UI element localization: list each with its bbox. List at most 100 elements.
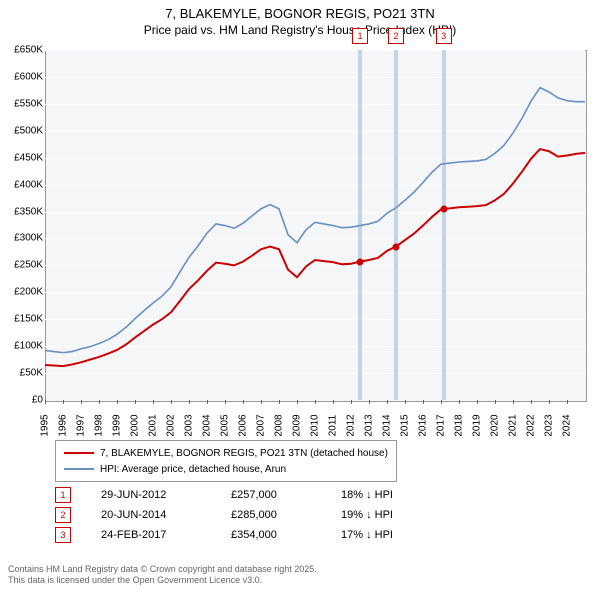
sale-hpi: 19% ↓ HPI [341,509,441,521]
x-tick [153,400,154,404]
x-tick [441,400,442,404]
x-tick [495,400,496,404]
sale-marker-label: 2 [388,28,404,44]
sale-marker-label: 3 [436,28,452,44]
x-axis-label: 2014 [382,414,393,436]
sale-point [440,206,447,213]
x-tick [207,400,208,404]
sale-row-marker: 1 [55,487,71,503]
y-axis-label: £450K [14,152,43,163]
x-axis-label: 2003 [184,414,195,436]
x-axis-label: 2011 [328,415,339,437]
x-axis-label: 1999 [112,414,123,436]
footer-attribution: Contains HM Land Registry data © Crown c… [8,564,317,586]
sale-marker-label: 1 [352,28,368,44]
sale-price: £285,000 [231,509,311,521]
x-axis-label: 2022 [526,414,537,436]
y-axis-label: £500K [14,125,43,136]
sale-price: £354,000 [231,529,311,541]
chart-title: 7, BLAKEMYLE, BOGNOR REGIS, PO21 3TN Pri… [0,0,600,38]
sale-price: £257,000 [231,489,311,501]
y-axis-label: £650K [14,45,43,56]
x-axis-label: 2024 [562,414,573,436]
series-line [45,88,585,353]
sale-hpi: 18% ↓ HPI [341,489,441,501]
x-axis-label: 2015 [400,414,411,436]
x-tick [117,400,118,404]
x-tick [189,400,190,404]
x-tick [225,400,226,404]
x-tick [63,400,64,404]
x-axis-label: 2007 [256,414,267,436]
x-tick [513,400,514,404]
y-axis-label: £600K [14,71,43,82]
legend-item: 7, BLAKEMYLE, BOGNOR REGIS, PO21 3TN (de… [64,445,388,461]
x-tick [45,400,46,404]
x-axis-label: 2021 [508,414,519,436]
chart-lines [45,50,585,400]
x-axis-label: 2000 [130,414,141,436]
sales-row: 1 29-JUN-2012 £257,000 18% ↓ HPI [55,485,441,505]
x-tick [531,400,532,404]
x-axis-label: 1995 [40,414,51,436]
x-axis-label: 2023 [544,414,555,436]
y-axis-label: £350K [14,206,43,217]
x-axis-label: 2004 [202,414,213,436]
sale-date: 20-JUN-2014 [101,509,201,521]
sale-date: 24-FEB-2017 [101,529,201,541]
x-axis-label: 2008 [274,414,285,436]
x-tick [243,400,244,404]
x-axis-label: 2017 [436,414,447,436]
series-line [45,149,585,366]
y-axis-label: £550K [14,98,43,109]
x-tick [135,400,136,404]
x-tick [423,400,424,404]
title-line2: Price paid vs. HM Land Registry's House … [0,23,600,39]
x-axis-label: 1996 [58,414,69,436]
sales-row: 3 24-FEB-2017 £354,000 17% ↓ HPI [55,525,441,545]
x-axis-label: 2013 [364,414,375,436]
sale-point [357,258,364,265]
x-tick [567,400,568,404]
x-tick [549,400,550,404]
sale-point [393,243,400,250]
title-line1: 7, BLAKEMYLE, BOGNOR REGIS, PO21 3TN [0,6,600,23]
y-axis-label: £400K [14,179,43,190]
x-tick [279,400,280,404]
x-axis-label: 2005 [220,414,231,436]
sales-row: 220-JUN-2014£285,00019% ↓ HPI [55,505,441,525]
x-tick [477,400,478,404]
x-tick [459,400,460,404]
x-axis-label: 2018 [454,414,465,436]
x-axis-label: 2019 [472,414,483,436]
chart-area: £0£50K£100K£150K£200K£250K£300K£350K£400… [45,50,585,400]
x-axis-label: 2012 [346,414,357,436]
x-tick [333,400,334,404]
sale-date: 29-JUN-2012 [101,489,201,501]
legend-item: HPI: Average price, detached house, Arun [64,461,388,477]
footer-line1: Contains HM Land Registry data © Crown c… [8,564,317,575]
x-tick [405,400,406,404]
x-axis-label: 2020 [490,414,501,436]
x-tick [171,400,172,404]
y-axis-label: £150K [14,314,43,325]
x-tick [81,400,82,404]
x-axis-label: 2016 [418,414,429,436]
sales-table: 129-JUN-2012£257,00018% ↓ HPI220-JUN-201… [55,485,441,545]
footer-line2: This data is licensed under the Open Gov… [8,575,317,586]
y-axis-label: £250K [14,260,43,271]
sale-row-marker: 3 [55,527,71,543]
y-axis-label: £0 [32,395,43,406]
legend-label: HPI: Average price, detached house, Arun [100,464,286,475]
x-tick [351,400,352,404]
legend: 7, BLAKEMYLE, BOGNOR REGIS, PO21 3TN (de… [55,440,397,482]
x-axis-label: 2010 [310,414,321,436]
x-tick [297,400,298,404]
sale-hpi: 17% ↓ HPI [341,529,441,541]
x-axis-label: 2001 [148,414,159,436]
y-axis-label: £50K [20,368,43,379]
legend-swatch [64,468,94,470]
x-axis-label: 2006 [238,414,249,436]
x-tick [99,400,100,404]
x-axis-label: 2009 [292,414,303,436]
